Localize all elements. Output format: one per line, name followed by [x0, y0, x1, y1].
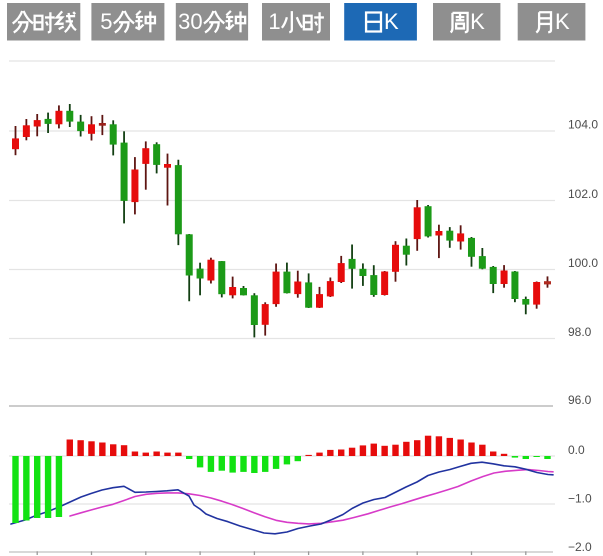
svg-text:96.0: 96.0 — [568, 393, 592, 407]
svg-text:104.0: 104.0 — [568, 118, 598, 132]
svg-text:5: 5 — [100, 9, 112, 34]
svg-text:0.0: 0.0 — [568, 443, 585, 457]
svg-text:98.0: 98.0 — [568, 325, 592, 339]
svg-text:30: 30 — [178, 9, 202, 34]
svg-text:K: K — [470, 9, 485, 34]
svg-text:−2.0: −2.0 — [568, 540, 592, 554]
svg-text:K: K — [384, 9, 399, 34]
svg-text:1: 1 — [268, 9, 280, 34]
svg-text:K: K — [555, 9, 570, 34]
svg-text:100.0: 100.0 — [568, 256, 598, 270]
svg-text:102.0: 102.0 — [568, 187, 598, 201]
svg-text:−1.0: −1.0 — [568, 492, 592, 506]
